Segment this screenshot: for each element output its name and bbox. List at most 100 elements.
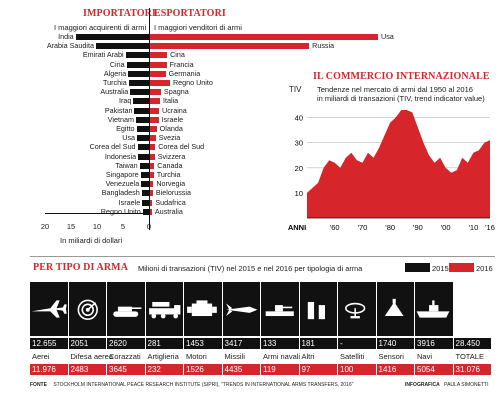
trend-area-chart: 10 20 30 40 ANNI '60 '70 '80 '90 '00 '10 '16 bbox=[288, 110, 495, 232]
weapon-value-2015: 2620 bbox=[107, 338, 145, 349]
importer-label: Regno Unito bbox=[100, 206, 141, 216]
weapon-value-2015: 12.655 bbox=[30, 338, 68, 349]
artillery-icon bbox=[145, 282, 183, 336]
weapon-value-2016: 97 bbox=[299, 364, 337, 375]
importer-label: Usa bbox=[122, 133, 136, 143]
importers-chart: India Arabia Saudita Emirati Arabi Cina Alge… bbox=[0, 32, 150, 218]
weapon-category-label: Motori bbox=[186, 352, 207, 361]
trend-x-tick: '90 bbox=[413, 223, 423, 232]
importer-bar bbox=[95, 43, 149, 50]
trend-area bbox=[307, 110, 490, 218]
importer-label: Pakistan bbox=[104, 105, 133, 115]
weapon-value-2016: 4435 bbox=[222, 364, 260, 375]
exporter-label: Norvegia bbox=[156, 179, 186, 189]
weapon-category-label: Sensori bbox=[378, 352, 404, 361]
exporter-bar bbox=[150, 34, 378, 40]
exporter-bar bbox=[150, 199, 153, 206]
weapon-category-label: Altri bbox=[301, 352, 315, 361]
missile-icon bbox=[222, 282, 260, 336]
importer-bar bbox=[136, 116, 149, 123]
importer-bar bbox=[125, 52, 149, 59]
importer-bar bbox=[137, 135, 149, 142]
exporter-bar bbox=[150, 43, 310, 50]
weapon-category-label: Aerei bbox=[32, 352, 50, 361]
importer-label: Emirati Arabi bbox=[82, 50, 124, 60]
exporter-label: Sudafrica bbox=[155, 197, 186, 207]
trend-subtitle-1: Tendenze nel mercato di armi dal 1950 al… bbox=[317, 85, 473, 94]
legend-2016-swatch bbox=[449, 263, 474, 272]
trend-y-tick: 30 bbox=[295, 139, 303, 148]
exporter-label: Regno Unito bbox=[172, 78, 213, 87]
importers-axis-label: In miliardi di dollari bbox=[60, 236, 123, 245]
exporter-label: Ucraina bbox=[162, 105, 187, 115]
trend-subtitle-2: in miliardi di transazioni (TIV, trend i… bbox=[317, 94, 485, 103]
importer-label: Vietnam bbox=[107, 114, 134, 124]
trend-y-tick: 20 bbox=[295, 164, 303, 173]
weapon-category-label: Satelliti bbox=[340, 352, 365, 361]
trend-x-tick: '00 bbox=[441, 223, 451, 232]
weapon-value-2015: 1740 bbox=[376, 338, 414, 349]
importer-bar bbox=[134, 107, 149, 114]
footer-credit: INFOGRAFICA PAULA SIMONETTI bbox=[405, 382, 489, 388]
weapon-value-2015: 3417 bbox=[222, 338, 260, 349]
exporters-subtitle: I maggiori venditori di armi bbox=[154, 23, 242, 32]
exporter-bar bbox=[150, 190, 153, 197]
importer-label: Algeria bbox=[103, 68, 127, 78]
importer-bar bbox=[137, 144, 149, 151]
importer-label: Indonesia bbox=[104, 151, 137, 161]
importer-bar bbox=[142, 199, 149, 206]
exporter-label: Italia bbox=[162, 96, 179, 106]
engine-icon bbox=[184, 282, 222, 336]
importer-bar bbox=[130, 89, 149, 96]
importer-bar bbox=[133, 98, 149, 105]
trend-title: IL COMMERCIO INTERNAZIONALE bbox=[313, 71, 490, 82]
importer-label: Singapore bbox=[105, 170, 139, 179]
importer-bar bbox=[138, 153, 149, 160]
exporter-label: Cina bbox=[170, 50, 185, 60]
importer-label: Venezuela bbox=[105, 179, 140, 189]
importer-bar bbox=[139, 162, 149, 169]
weapon-value-2015: 281 bbox=[145, 338, 183, 349]
footer-source-text: STOCKHOLM INTERNATIONAL PEACE RESEARCH I… bbox=[53, 382, 354, 388]
importers-title: IMPORTATORI bbox=[83, 8, 156, 19]
weapon-value-2015: 181 bbox=[299, 338, 337, 349]
weapon-category-label: TOTALE bbox=[455, 352, 484, 361]
trend-x-tick: ANNI bbox=[288, 223, 306, 232]
importer-axis-tick: 20 bbox=[40, 222, 50, 231]
importer-bar bbox=[128, 70, 149, 77]
importer-bar bbox=[140, 172, 149, 178]
weapon-category-label: Navi bbox=[417, 352, 433, 361]
trend-x-tick: '16 bbox=[485, 223, 495, 232]
importer-label: Cina bbox=[109, 59, 125, 69]
exporter-label: Usa bbox=[381, 32, 394, 41]
importer-bar bbox=[136, 126, 149, 132]
other-weapon-icon bbox=[299, 282, 337, 336]
weapon-category-label: Armi navali bbox=[263, 352, 301, 361]
exporter-bar bbox=[150, 172, 154, 178]
exporter-label: Francia bbox=[169, 59, 194, 69]
legend-2015-swatch bbox=[405, 263, 430, 272]
weapon-value-2016: 100 bbox=[338, 364, 376, 375]
importer-bar bbox=[142, 208, 149, 215]
exporter-label: Svezia bbox=[158, 133, 181, 143]
exporter-bar bbox=[150, 208, 152, 215]
legend-2015-label: 2015 bbox=[432, 264, 449, 273]
importer-label: Corea del Sud bbox=[89, 142, 136, 152]
weapon-value-2015: 2051 bbox=[68, 338, 106, 349]
weapon-value-2016: 1526 bbox=[184, 364, 222, 375]
trend-x-tick: '80 bbox=[385, 223, 395, 232]
importer-label: Taiwan bbox=[115, 160, 138, 170]
exporter-bar bbox=[150, 107, 160, 114]
importer-axis-tick: 15 bbox=[66, 222, 76, 231]
tank-icon bbox=[107, 282, 145, 336]
exporter-bar bbox=[150, 144, 156, 151]
exporter-label: Australia bbox=[154, 206, 183, 216]
trend-x-tick: '10 bbox=[468, 223, 478, 232]
exporter-bar bbox=[150, 116, 159, 123]
weapon-value-2016: 232 bbox=[145, 364, 183, 375]
weapon-value-2016: 31.076 bbox=[453, 364, 491, 375]
weapon-value-2016: 2483 bbox=[68, 364, 106, 375]
weapon-value-2016: 3645 bbox=[107, 364, 145, 375]
footer-source-label: FONTE bbox=[30, 382, 47, 388]
exporter-bar bbox=[150, 98, 160, 105]
